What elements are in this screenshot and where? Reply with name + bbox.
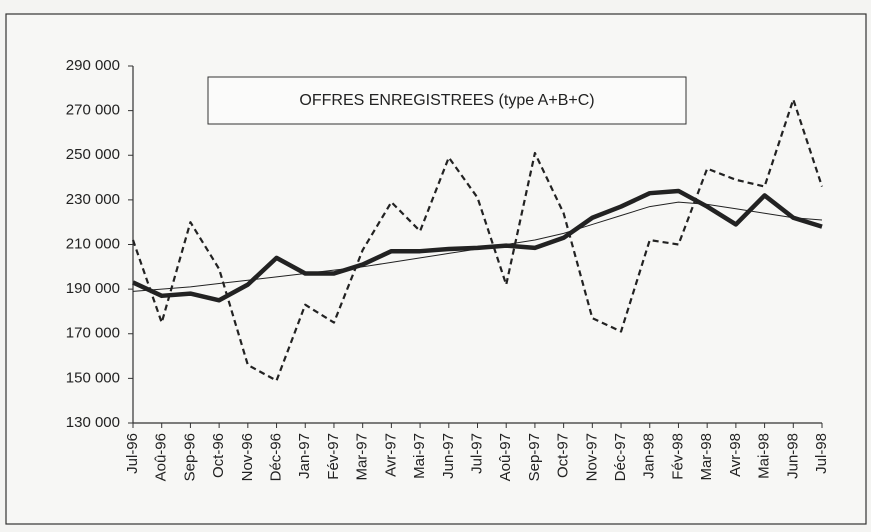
x-tick-label: Jun-98: [784, 433, 801, 479]
y-tick-label: 170 000: [66, 325, 120, 342]
y-tick-label: 150 000: [66, 369, 120, 386]
y-tick-label: 190 000: [66, 280, 120, 297]
y-tick-label: 290 000: [66, 57, 120, 74]
x-tick-label: Jan-98: [641, 433, 658, 479]
line-series: [132, 188, 823, 303]
y-tick-label: 250 000: [66, 146, 120, 163]
chart-title: OFFRES ENREGISTREES (type A+B+C): [299, 92, 594, 109]
x-tick-label: Oct-96: [210, 433, 227, 478]
x-tick-label: Avr-97: [382, 433, 399, 477]
x-tick-label: Jun-97: [440, 433, 457, 479]
y-tick-label: 130 000: [66, 414, 120, 431]
x-tick-label: Fév-97: [325, 433, 342, 480]
x-tick-label: Mar-97: [354, 433, 371, 481]
y-tick-label: 210 000: [66, 235, 120, 252]
x-tick-label: Sep-97: [526, 433, 543, 481]
x-tick-label: Sep-96: [181, 433, 198, 481]
x-tick-label: Nov-96: [239, 433, 256, 481]
x-tick-label: Mai-97: [411, 433, 428, 479]
x-tick-label: Déc-96: [268, 433, 285, 481]
x-tick-label: Jan-97: [296, 433, 313, 479]
x-tick-label: Avr-98: [727, 433, 744, 477]
x-tick-label: Aoû-97: [497, 433, 514, 481]
y-tick-label: 230 000: [66, 191, 120, 208]
x-tick-label: Oct-97: [555, 433, 572, 478]
x-tick-label: Jul-97: [468, 433, 485, 474]
y-tick-label: 270 000: [66, 102, 120, 119]
x-tick-label: Nov-97: [583, 433, 600, 481]
x-tick-label: Jul-98: [813, 433, 830, 474]
x-tick-label: Jul-96: [124, 433, 141, 474]
x-tick-label: Aoû-96: [153, 433, 170, 481]
x-tick-label: Fév-98: [669, 433, 686, 480]
title-box: [207, 76, 687, 125]
x-tick-label: Mar-98: [698, 433, 715, 481]
x-tick-label: Déc-97: [612, 433, 629, 481]
x-tick-label: Mai-98: [756, 433, 773, 479]
